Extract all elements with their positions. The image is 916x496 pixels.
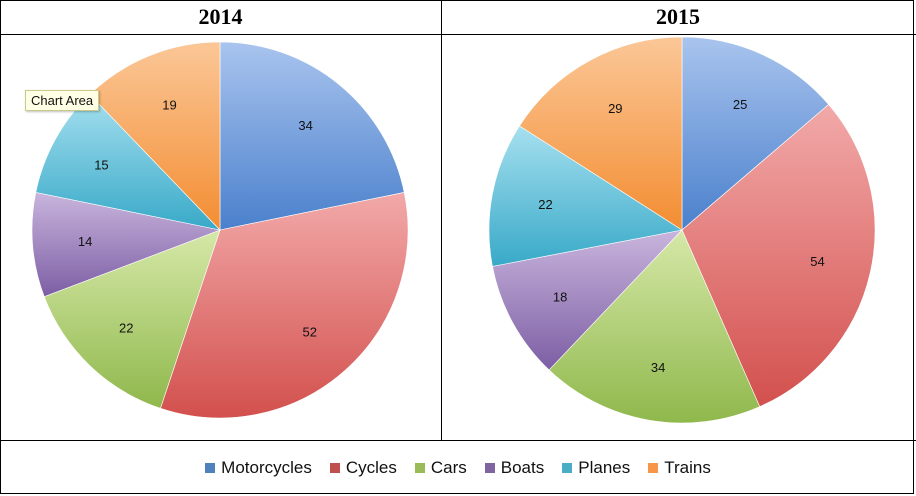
pie-slice-cars[interactable] <box>43 229 221 409</box>
legend-label: Boats <box>500 457 545 477</box>
legend-item-planes: Planes <box>562 458 630 478</box>
legend-item-boats: Boats <box>484 457 545 478</box>
chart-legend: Motorcycles Cycles Cars Boats Planes Trains <box>0 441 916 494</box>
pie-slice-trains[interactable] <box>519 36 683 231</box>
pie-slice-motorcycles[interactable] <box>219 41 405 231</box>
chart-title-2014: 2014 <box>198 4 243 29</box>
data-label-cars: 34 <box>651 360 665 375</box>
chart-title-2015: 2015 <box>656 4 700 29</box>
data-label-motorcycles: 34 <box>298 118 312 133</box>
header-divider <box>0 34 916 35</box>
data-label-motorcycles: 25 <box>733 97 747 112</box>
data-label-boats: 18 <box>553 290 567 305</box>
data-label-boats: 14 <box>78 234 92 249</box>
pie-chart-2014[interactable]: 34 52 22 14 15 19 <box>0 35 441 440</box>
pie-slice-planes[interactable] <box>488 125 683 267</box>
legend-swatch <box>648 462 659 473</box>
data-label-planes: 15 <box>94 158 108 173</box>
pie-chart-2015[interactable]: 25 54 34 18 22 29 <box>442 35 914 440</box>
data-label-planes: 22 <box>538 197 552 212</box>
column-divider <box>441 0 442 440</box>
legend-label: Motorcycles <box>221 457 312 477</box>
pie-slice-motorcycles[interactable] <box>681 36 830 231</box>
legend-item-trains: Trains <box>648 458 711 478</box>
legend-swatch <box>329 462 340 473</box>
data-label-trains: 19 <box>162 97 176 112</box>
legend-label: Cars <box>430 457 467 477</box>
chart-area-tooltip: Chart Area <box>25 90 100 111</box>
pie-slice-cycles[interactable] <box>160 192 409 419</box>
pie-slice-cars[interactable] <box>548 229 761 424</box>
legend-divider <box>0 440 916 441</box>
legend-item-cars: Cars <box>414 457 467 478</box>
data-label-cycles: 52 <box>303 324 317 339</box>
legend-swatch <box>562 462 573 473</box>
data-label-trains: 29 <box>608 101 622 116</box>
legend-item-cycles: Cycles <box>329 457 397 478</box>
pie-slice-boats[interactable] <box>31 192 222 298</box>
data-label-cycles: 54 <box>810 254 824 269</box>
legend-item-motorcycles: Motorcycles <box>205 458 312 478</box>
data-label-cars: 22 <box>119 321 133 336</box>
legend-label: Planes <box>578 457 631 477</box>
legend-label: Trains <box>664 457 711 477</box>
legend-swatch <box>484 462 495 473</box>
legend-swatch <box>414 462 425 473</box>
legend-swatch <box>205 462 216 473</box>
pie-slice-boats[interactable] <box>492 229 683 371</box>
pie-slice-trains[interactable] <box>89 41 221 231</box>
pie-slice-cycles[interactable] <box>681 104 876 408</box>
legend-label: Cycles <box>345 457 397 477</box>
